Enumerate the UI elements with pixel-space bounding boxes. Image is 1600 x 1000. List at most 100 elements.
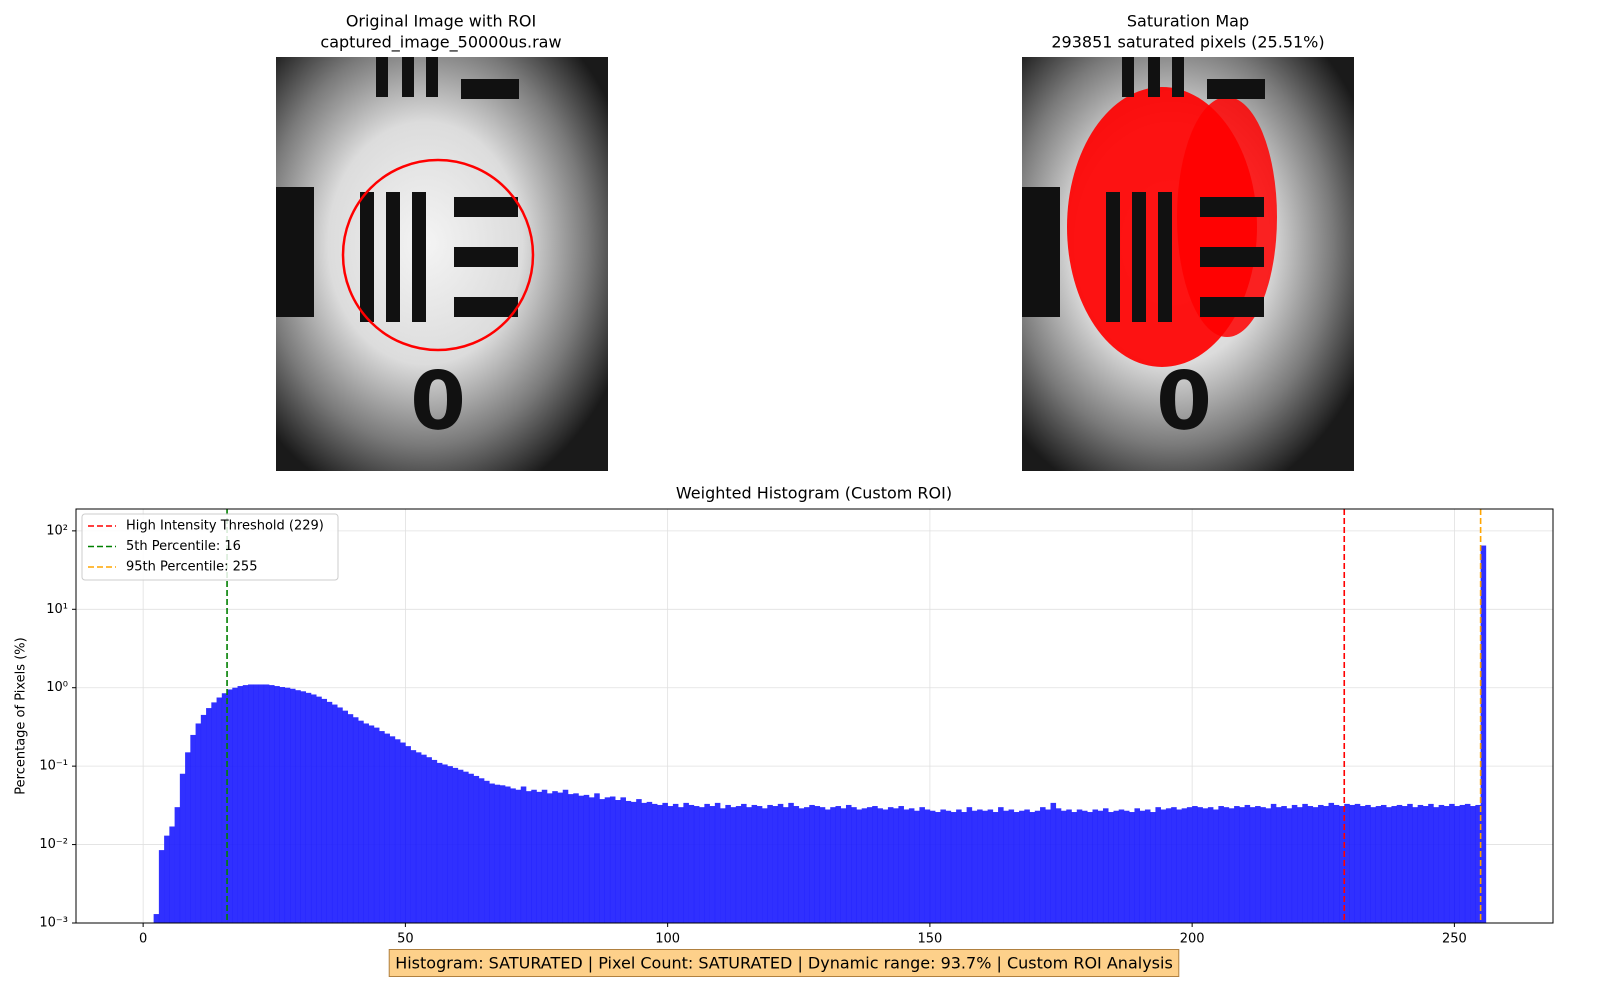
x-tick-label: 0 [139, 932, 147, 947]
histogram-bar [1076, 809, 1083, 923]
histogram-bar [882, 809, 889, 923]
histogram-bar [1428, 803, 1434, 923]
histogram-bar [1339, 806, 1345, 923]
histogram-bar [426, 757, 432, 923]
histogram-bar [1391, 806, 1397, 923]
histogram-bar [578, 795, 585, 923]
histogram-bar [410, 750, 417, 923]
histogram-bar [436, 762, 443, 923]
histogram-bar [588, 797, 595, 923]
histogram-bar [211, 702, 217, 923]
histogram-bar [515, 789, 522, 923]
histogram-bar [714, 802, 721, 923]
histogram-bar [851, 807, 857, 923]
histogram-bar [1118, 809, 1125, 923]
histogram-bar [657, 804, 663, 923]
histogram-bar [1438, 804, 1445, 923]
histogram-bar [547, 793, 553, 923]
histogram-bar [253, 684, 259, 923]
histogram-bar [1186, 807, 1193, 923]
saturation-map: 0 [1022, 57, 1354, 471]
histogram-bar [1244, 804, 1251, 923]
histogram-bar [541, 789, 548, 923]
histogram-bar [609, 796, 616, 923]
histogram-bar [1024, 809, 1030, 923]
histogram-bar [998, 807, 1004, 923]
histogram-bar [1401, 806, 1408, 923]
histogram-bar [667, 806, 674, 923]
histogram-bar [1349, 804, 1356, 923]
histogram-bar [1102, 808, 1109, 923]
histogram-bar [940, 809, 946, 923]
histogram-bar [762, 808, 768, 923]
histogram-bar [468, 773, 474, 923]
histogram-bar [536, 791, 543, 923]
histogram-bar [845, 804, 852, 923]
histogram-bar [221, 693, 228, 923]
histogram-bar [1218, 806, 1224, 923]
histogram-bar [216, 697, 223, 923]
histogram-bar [908, 808, 915, 923]
histogram-bar [604, 797, 611, 923]
histogram-bar [1202, 808, 1209, 923]
histogram-bar [263, 684, 270, 923]
histogram-bar [992, 812, 999, 923]
histogram-bar [903, 809, 910, 923]
histogram-bar [956, 809, 962, 923]
histogram-bar [856, 809, 863, 923]
histogram-bar [232, 687, 238, 923]
histogram-bar [494, 784, 501, 923]
histogram-bar [725, 804, 731, 923]
histogram-bar [1307, 806, 1314, 923]
histogram-bar [1433, 807, 1439, 923]
histogram-bar [1333, 804, 1340, 923]
histogram-bar [457, 769, 464, 923]
histogram-bar [877, 808, 883, 923]
histogram-bar [751, 804, 758, 923]
histogram-bar [599, 799, 605, 923]
histogram-bar [741, 803, 747, 923]
histogram-bar [447, 766, 453, 923]
y-tick-label: 10⁻¹ [39, 759, 68, 774]
histogram-bar [405, 746, 411, 923]
histogram-bar [227, 689, 233, 923]
histogram-bar [169, 826, 175, 923]
chart-title: Weighted Histogram (Custom ROI) [676, 484, 952, 503]
histogram-bar [872, 806, 878, 923]
histogram-bar [1223, 807, 1230, 923]
histogram-bar [1354, 803, 1361, 923]
histogram-bar [473, 775, 480, 923]
histogram-bar [1134, 808, 1140, 923]
histogram-bar [1050, 802, 1057, 923]
histogram-bar [195, 723, 202, 923]
histogram-bar [961, 812, 967, 923]
histogram-bar [1255, 806, 1261, 923]
histogram-bar [505, 786, 511, 923]
svg-text:0: 0 [1156, 351, 1212, 444]
histogram-bar [179, 773, 186, 923]
histogram-bar [630, 801, 637, 923]
histogram-bar [919, 807, 925, 923]
x-tick-label: 100 [655, 932, 680, 947]
histogram-bar [206, 708, 212, 923]
histogram-bar [499, 785, 506, 923]
histogram-bar [1480, 545, 1487, 923]
histogram-bar [489, 783, 495, 923]
histogram-bar [478, 778, 485, 923]
histogram-bar [1087, 812, 1093, 923]
histogram-bar [442, 764, 448, 923]
histogram-bar [269, 685, 275, 923]
histogram-bar [966, 807, 973, 923]
histogram-bar [190, 734, 196, 923]
y-tick-label: 10⁰ [46, 680, 68, 695]
histogram-bar [720, 808, 726, 923]
histogram-bar [1081, 810, 1088, 923]
histogram-bar [1249, 807, 1256, 923]
legend-box [81, 513, 339, 581]
image-title: Saturation Map [1127, 12, 1249, 31]
histogram-bar [421, 754, 427, 923]
histogram-bar [1192, 806, 1198, 923]
histogram-bar [1239, 807, 1245, 923]
histogram-bar [625, 800, 632, 923]
